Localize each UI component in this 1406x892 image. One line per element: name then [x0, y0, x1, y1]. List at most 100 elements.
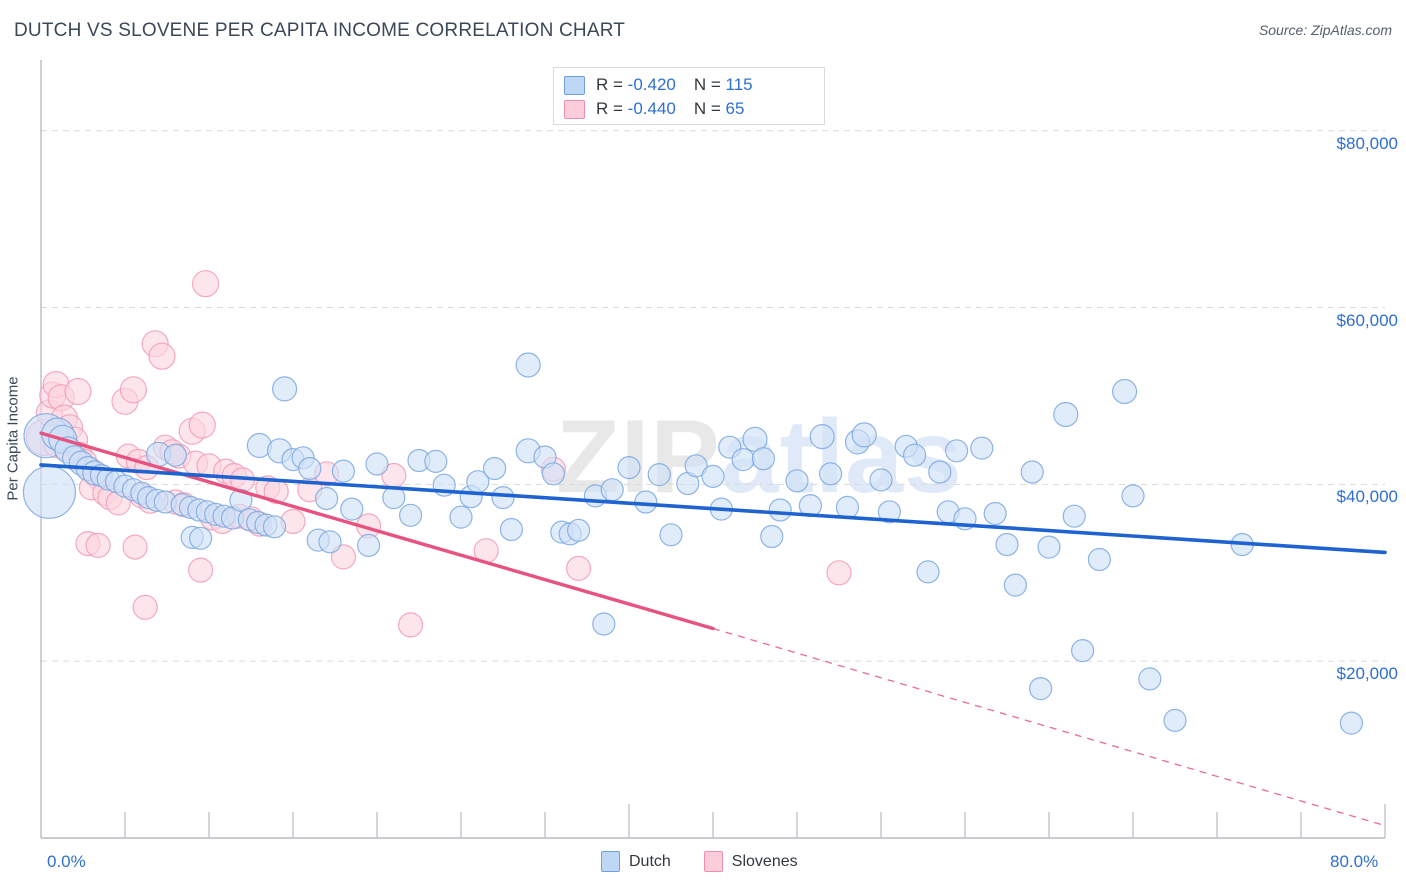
data-point: [424, 449, 448, 473]
data-point: [499, 517, 523, 542]
data-point: [189, 526, 213, 550]
trend-line-slovenes-extrapolated: [712, 627, 1386, 827]
x-tick-label-max: 80.0%: [1330, 852, 1379, 871]
series-legend: Dutch Slovenes: [601, 851, 822, 872]
data-point: [64, 377, 92, 406]
data-point: [701, 464, 725, 488]
data-point: [944, 439, 969, 463]
legend-swatch-slovenes-bottom: [703, 851, 723, 872]
data-point: [262, 515, 287, 539]
legend-swatch-dutch: [564, 75, 585, 95]
data-point: [851, 422, 877, 448]
trend-line-slovenes: [39, 431, 715, 631]
data-point: [318, 530, 342, 554]
y-axis-label: Per Capita Income: [4, 376, 22, 501]
legend-swatch-slovenes: [564, 99, 585, 119]
data-point: [751, 447, 776, 471]
data-point: [541, 462, 566, 486]
data-point: [491, 486, 515, 510]
data-point: [1020, 460, 1044, 484]
data-point: [330, 544, 356, 570]
data-point: [331, 459, 355, 483]
data-point: [515, 352, 541, 378]
data-point: [869, 468, 893, 492]
data-point: [647, 463, 671, 487]
data-point: [995, 532, 1019, 557]
y-tick-label: $20,000: [1336, 664, 1398, 684]
data-point: [785, 469, 809, 493]
data-point: [659, 523, 683, 547]
data-point: [877, 500, 902, 524]
data-point: [188, 557, 214, 583]
legend-item-slovenes[interactable]: Slovenes: [703, 851, 822, 872]
data-point: [1062, 504, 1086, 528]
data-point: [22, 465, 77, 519]
data-point: [1111, 378, 1138, 405]
data-point: [399, 503, 423, 527]
data-point: [592, 612, 616, 636]
legend-label-dutch: Dutch: [629, 852, 671, 870]
data-point: [122, 534, 148, 560]
trend-line-dutch: [39, 463, 1387, 555]
data-point: [1087, 547, 1112, 572]
data-point: [315, 486, 339, 511]
data-point: [1138, 667, 1162, 691]
y-tick-label: $40,000: [1336, 487, 1398, 507]
data-point: [449, 505, 473, 529]
legend-label-slovenes: Slovenes: [731, 852, 798, 870]
legend-row-dutch: R = -0.420 N = 115: [564, 73, 814, 97]
data-point: [1028, 676, 1053, 701]
data-point: [902, 443, 927, 467]
legend-item-dutch[interactable]: Dutch: [601, 851, 695, 872]
x-tick-label-min: 0.0%: [47, 852, 86, 871]
data-point: [365, 452, 389, 476]
series-dutch: [22, 352, 1364, 735]
correlation-legend: R = -0.420 N = 115 R = -0.440 N = 65: [553, 67, 825, 125]
data-point: [565, 555, 592, 582]
data-point: [132, 594, 158, 620]
data-point: [566, 518, 591, 542]
data-point: [684, 454, 708, 478]
data-point: [1121, 484, 1145, 508]
data-point: [229, 488, 253, 512]
data-point: [340, 497, 364, 521]
data-point: [1037, 535, 1061, 559]
data-point: [970, 436, 994, 460]
data-point: [760, 524, 784, 549]
legend-r-dutch: R = -0.420 N = 115: [596, 75, 753, 94]
data-point: [600, 478, 624, 502]
data-point: [1339, 711, 1364, 735]
data-point: [483, 456, 507, 481]
data-point: [983, 501, 1007, 526]
source-attribution: Source: ZipAtlas.com: [1258, 22, 1392, 38]
data-point: [1053, 401, 1079, 428]
data-point: [192, 270, 220, 298]
data-point: [85, 532, 111, 559]
data-point: [768, 498, 792, 522]
data-point: [119, 376, 147, 404]
data-point: [1070, 638, 1095, 663]
data-point: [826, 560, 852, 586]
data-point: [916, 560, 940, 584]
legend-swatch-dutch-bottom: [601, 851, 620, 872]
page-title: DUTCH VS SLOVENE PER CAPITA INCOME CORRE…: [14, 20, 626, 41]
data-point: [617, 456, 641, 480]
data-point: [188, 411, 216, 439]
data-point: [398, 612, 424, 638]
data-point: [835, 495, 860, 519]
data-point: [357, 533, 381, 558]
data-point: [1163, 708, 1187, 733]
data-point: [298, 456, 322, 481]
legend-row-slovenes: R = -0.440 N = 65: [564, 97, 814, 121]
y-tick-label: $60,000: [1336, 310, 1398, 330]
data-point: [818, 462, 843, 486]
y-tick-label: $80,000: [1336, 133, 1398, 153]
data-point: [731, 448, 755, 472]
legend-r-slovenes: R = -0.440 N = 65: [596, 99, 745, 118]
data-point: [1003, 573, 1028, 597]
data-point: [272, 376, 298, 402]
data-point: [809, 424, 835, 450]
data-point: [148, 342, 176, 370]
